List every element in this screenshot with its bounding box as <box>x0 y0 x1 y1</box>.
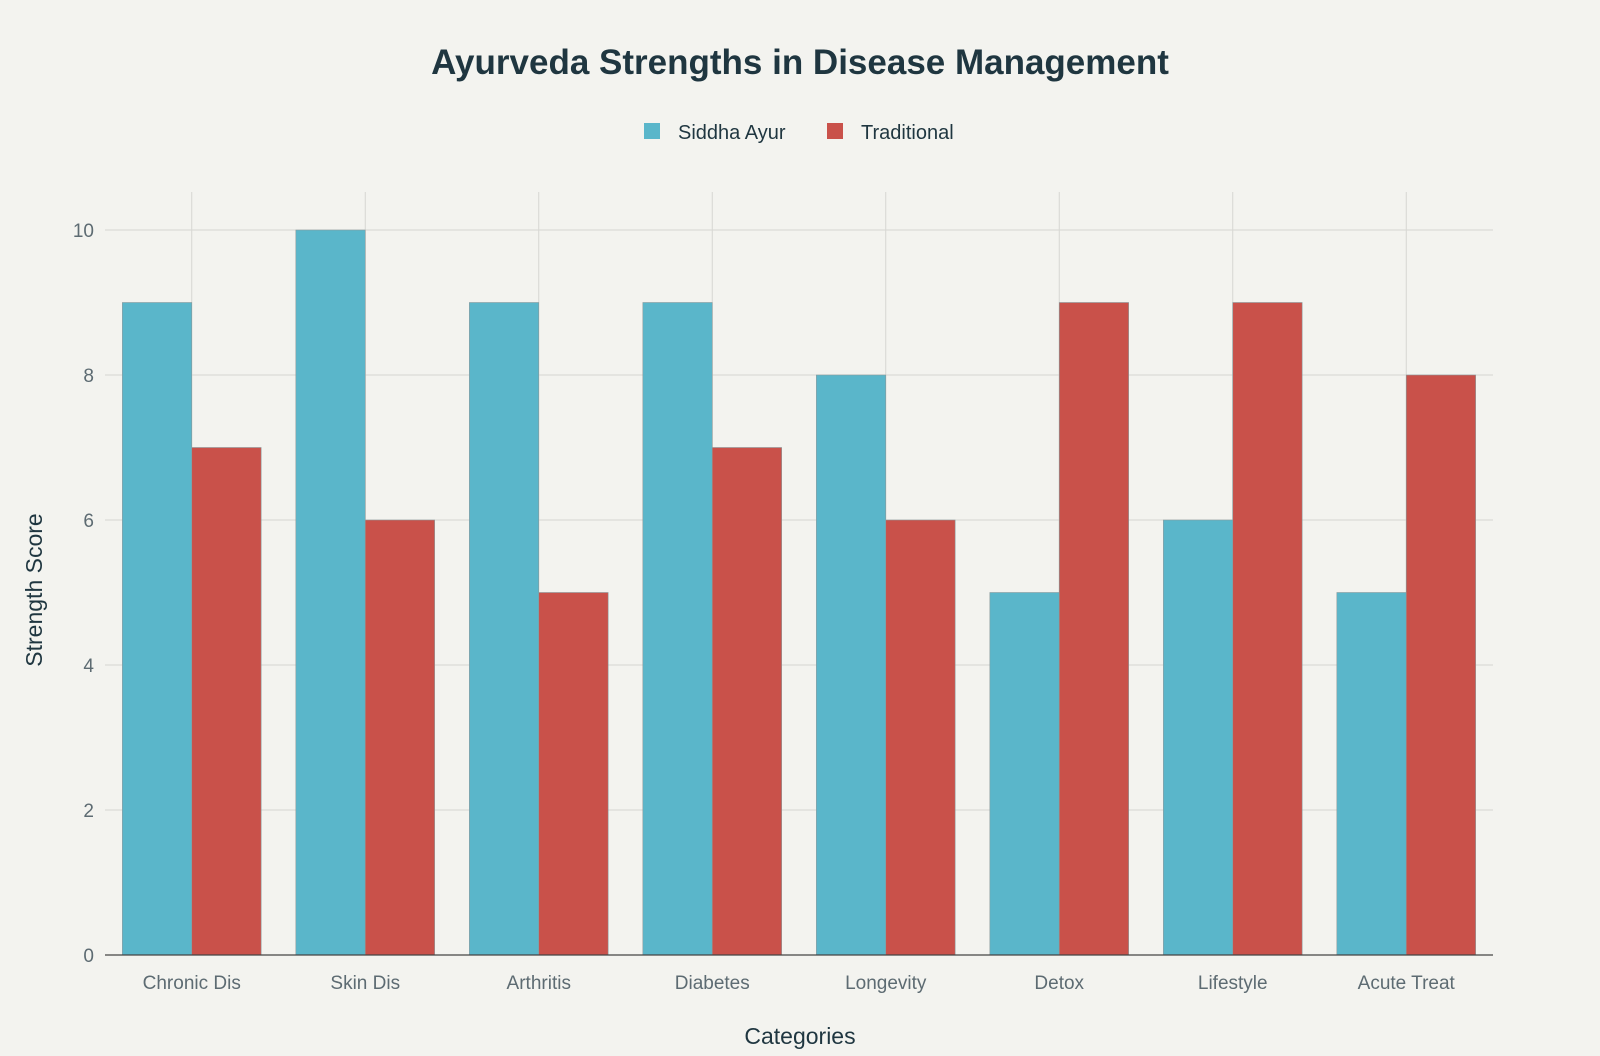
legend-label-traditional[interactable]: Traditional <box>861 122 954 144</box>
x-tick-label: Acute Treat <box>1358 973 1456 994</box>
y-tick-label: 8 <box>83 366 94 387</box>
y-tick-labels: 0 2 4 6 8 10 <box>73 221 95 967</box>
y-tick-label: 10 <box>73 221 94 242</box>
bar-traditional[interactable] <box>538 592 609 956</box>
bar-traditional[interactable] <box>1232 302 1303 956</box>
y-tick-label: 4 <box>83 656 94 677</box>
legend-swatch-siddha-ayur <box>644 123 660 139</box>
y-tick-label: 2 <box>83 801 94 822</box>
legend-label-siddha-ayur[interactable]: Siddha Ayur <box>678 122 786 144</box>
bar-traditional[interactable] <box>1058 302 1129 956</box>
bar-siddha-ayur[interactable] <box>816 374 887 956</box>
x-tick-label: Chronic Dis <box>143 973 241 994</box>
x-tick-labels: Chronic Dis Skin Dis Arthritis Diabetes Long… <box>143 973 1456 994</box>
x-axis-title: Categories <box>744 1023 855 1049</box>
legend-swatch-traditional <box>827 123 843 139</box>
bar-siddha-ayur[interactable] <box>295 229 366 956</box>
x-tick-label: Skin Dis <box>330 973 400 994</box>
bar-siddha-ayur[interactable] <box>122 302 193 956</box>
x-tick-label: Detox <box>1034 973 1084 994</box>
bar-traditional[interactable] <box>885 519 956 956</box>
bar-traditional[interactable] <box>191 447 262 956</box>
x-tick-label: Arthritis <box>507 973 571 994</box>
y-tick-label: 0 <box>83 946 94 967</box>
bar-traditional[interactable] <box>1405 374 1476 956</box>
bar-siddha-ayur[interactable] <box>469 302 540 956</box>
x-tick-label: Diabetes <box>675 973 750 994</box>
x-tick-label: Longevity <box>845 973 927 994</box>
x-tick-label: Lifestyle <box>1198 973 1268 994</box>
chart-title: Ayurveda Strengths in Disease Management <box>431 43 1169 82</box>
bar-traditional[interactable] <box>711 447 782 956</box>
bar-traditional[interactable] <box>364 519 435 956</box>
bar-siddha-ayur[interactable] <box>1163 519 1234 956</box>
y-tick-label: 6 <box>83 511 94 532</box>
bar-siddha-ayur[interactable] <box>989 592 1060 956</box>
y-axis-title: Strength Score <box>21 513 47 666</box>
bar-siddha-ayur[interactable] <box>1336 592 1407 956</box>
legend: Siddha Ayur Traditional <box>644 122 954 144</box>
bars <box>122 229 1476 956</box>
bar-siddha-ayur[interactable] <box>642 302 713 956</box>
